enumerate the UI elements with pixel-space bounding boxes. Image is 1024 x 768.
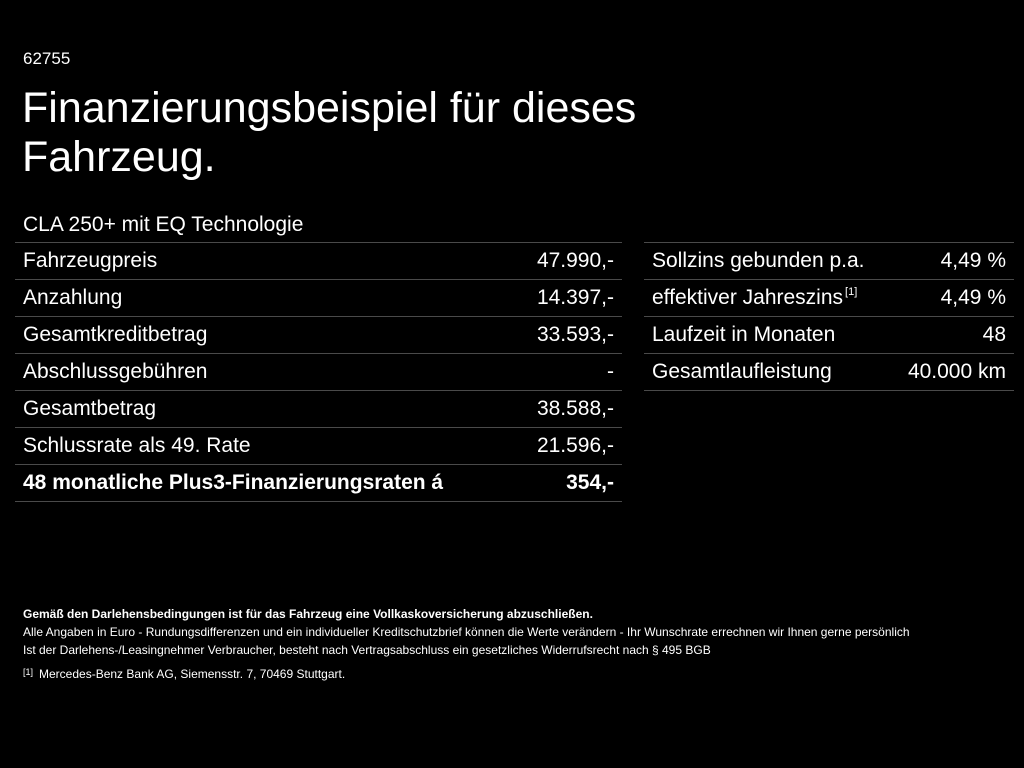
table-row: effektiver Jahreszins [1] 4,49 % bbox=[644, 279, 1014, 317]
table-row: Gesamtlaufleistung 40.000 km bbox=[644, 353, 1014, 391]
insurance-note: Gemäß den Darlehensbedingungen ist für d… bbox=[23, 607, 593, 621]
monthly-rate-label: 48 monatliche Plus3-Finanzierungsraten á bbox=[15, 464, 522, 502]
row-label: Gesamtbetrag bbox=[15, 390, 522, 428]
page-title: Finanzierungsbeispiel für dieses Fahrzeu… bbox=[22, 84, 637, 181]
financing-table: Fahrzeugpreis 47.990,- Anzahlung 14.397,… bbox=[15, 242, 622, 502]
row-value: 48 bbox=[893, 316, 1014, 354]
table-row: Sollzins gebunden p.a. 4,49 % bbox=[644, 242, 1014, 280]
row-label: Gesamtkreditbetrag bbox=[15, 316, 522, 354]
row-value: 21.596,- bbox=[521, 427, 622, 465]
table-row: Gesamtkreditbetrag 33.593,- bbox=[15, 316, 622, 354]
vehicle-code: 62755 bbox=[23, 49, 71, 68]
table-row: Abschlussgebühren - bbox=[15, 353, 622, 391]
row-value: 33.593,- bbox=[521, 316, 622, 354]
monthly-rate-value: 354,- bbox=[521, 464, 622, 502]
footnote-text: Mercedes-Benz Bank AG, Siemensstr. 7, 70… bbox=[39, 667, 346, 681]
row-label-text: effektiver Jahreszins bbox=[652, 286, 844, 309]
vehicle-model: CLA 250+ mit EQ Technologie bbox=[23, 213, 304, 236]
row-value: - bbox=[521, 353, 622, 391]
table-row: Gesamtbetrag 38.588,- bbox=[15, 390, 622, 428]
table-row: Schlussrate als 49. Rate 21.596,- bbox=[15, 427, 622, 465]
interest-terms-table: Sollzins gebunden p.a. 4,49 % effektiver… bbox=[644, 242, 1014, 391]
row-label: effektiver Jahreszins [1] bbox=[644, 279, 894, 317]
footnote-marker: [1] bbox=[23, 667, 34, 677]
withdrawal-note: Ist der Darlehens-/Leasingnehmer Verbrau… bbox=[23, 643, 711, 657]
row-label: Sollzins gebunden p.a. bbox=[644, 242, 894, 280]
row-value: 4,49 % bbox=[893, 279, 1014, 317]
row-label: Fahrzeugpreis bbox=[15, 242, 522, 280]
row-label: Anzahlung bbox=[15, 279, 522, 317]
row-value: 47.990,- bbox=[521, 242, 622, 280]
disclaimer-line: Alle Angaben in Euro - Rundungsdifferenz… bbox=[23, 625, 910, 639]
row-value: 4,49 % bbox=[893, 242, 1014, 280]
row-label: Abschlussgebühren bbox=[15, 353, 522, 391]
monthly-rate-row: 48 monatliche Plus3-Finanzierungsraten á… bbox=[15, 464, 622, 502]
row-value: 40.000 km bbox=[893, 353, 1014, 391]
table-row: Fahrzeugpreis 47.990,- bbox=[15, 242, 622, 280]
legal-notes: Gemäß den Darlehensbedingungen ist für d… bbox=[23, 605, 1003, 683]
row-label: Gesamtlaufleistung bbox=[644, 353, 894, 391]
table-row: Anzahlung 14.397,- bbox=[15, 279, 622, 317]
row-label: Schlussrate als 49. Rate bbox=[15, 427, 522, 465]
footnote: [1] Mercedes-Benz Bank AG, Siemensstr. 7,… bbox=[23, 663, 1003, 683]
row-value: 38.588,- bbox=[521, 390, 622, 428]
row-label: Laufzeit in Monaten bbox=[644, 316, 894, 354]
row-value: 14.397,- bbox=[521, 279, 622, 317]
footnote-ref: [1] bbox=[845, 286, 858, 298]
table-row: Laufzeit in Monaten 48 bbox=[644, 316, 1014, 354]
